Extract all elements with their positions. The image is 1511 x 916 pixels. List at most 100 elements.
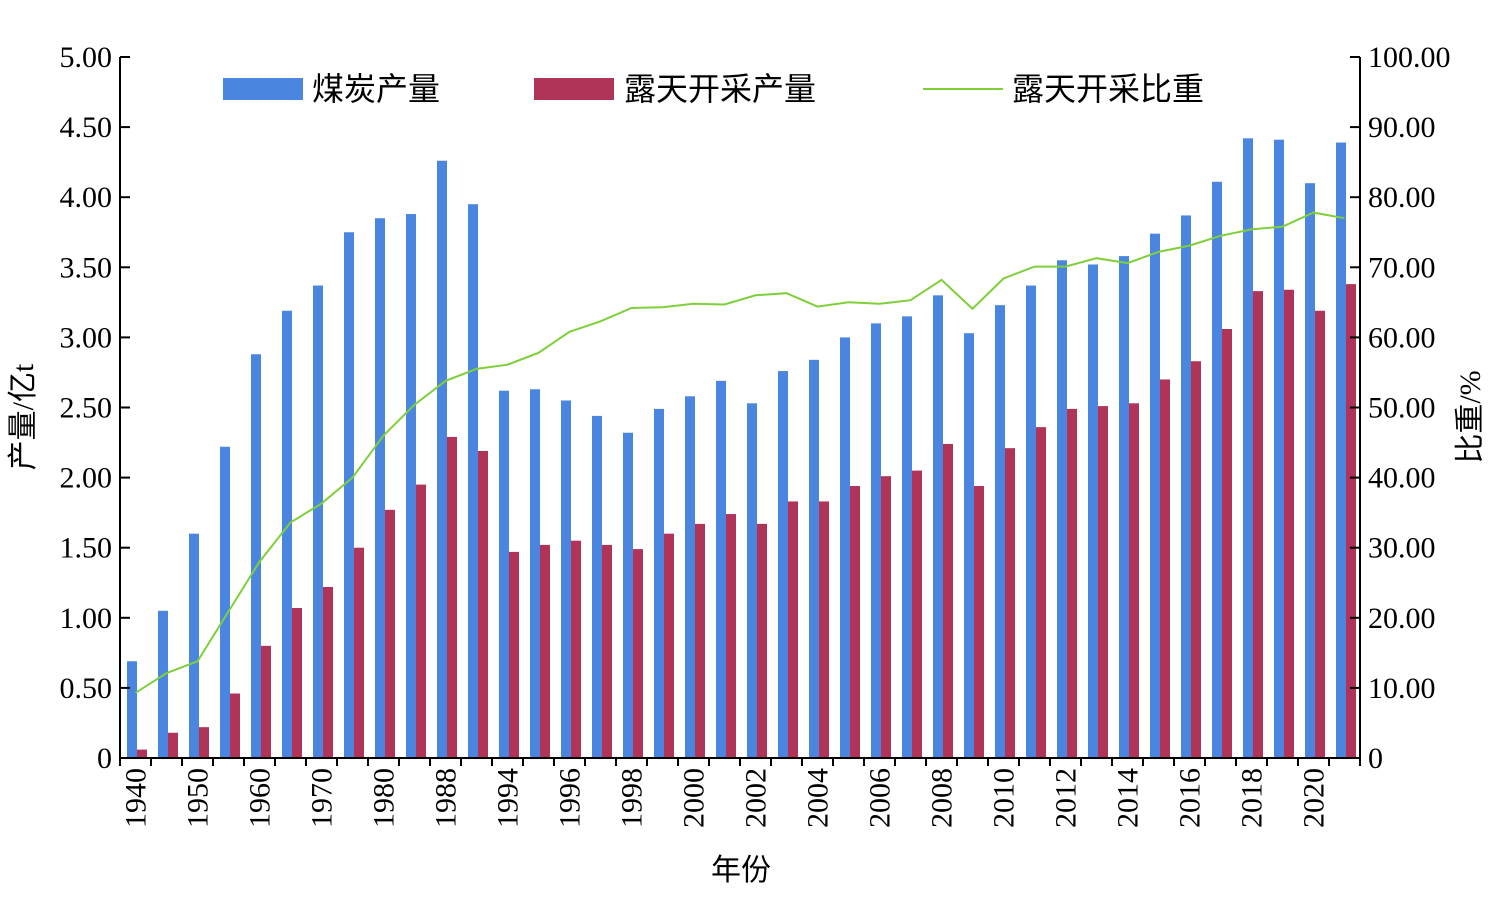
legend: 煤炭产量 露天开采产量 露天开采比重 bbox=[223, 71, 1204, 107]
legend-swatch-coal bbox=[223, 78, 303, 100]
x-tick-label: 2014 bbox=[1112, 768, 1145, 828]
bar-open-pit-1970 bbox=[323, 586, 333, 758]
bar-coal-1994 bbox=[499, 390, 509, 758]
bar-coal-1997 bbox=[592, 415, 602, 758]
bar-coal-1995 bbox=[530, 389, 540, 758]
y2-tick-label: 30.00 bbox=[1368, 532, 1436, 565]
bar-open-pit-2000 bbox=[695, 523, 705, 758]
y-tick-label: 0 bbox=[97, 742, 112, 775]
bar-coal-2010 bbox=[995, 305, 1005, 758]
x-tick-label: 2008 bbox=[926, 768, 959, 828]
y-tick-label: 3.50 bbox=[60, 251, 113, 284]
bar-open-pit-1945 bbox=[168, 732, 178, 758]
x-tick-label: 1950 bbox=[182, 768, 215, 828]
y-tick-label: 1.00 bbox=[60, 602, 113, 635]
y-tick-label: 5.00 bbox=[60, 41, 113, 74]
bar-coal-2004 bbox=[809, 359, 819, 758]
bar-open-pit-2018 bbox=[1253, 291, 1263, 758]
bar-coal-2006 bbox=[871, 323, 881, 758]
legend-label-open-pit: 露天开采产量 bbox=[624, 71, 816, 107]
bar-coal-2015 bbox=[1150, 233, 1160, 759]
bar-open-pit-1988 bbox=[447, 436, 457, 758]
y2-tick-label: 40.00 bbox=[1368, 462, 1436, 495]
x-tick-label: 2016 bbox=[1174, 768, 1207, 828]
bar-open-pit-1975 bbox=[354, 547, 364, 758]
bar-open-pit-2019 bbox=[1284, 289, 1294, 758]
y2-tick-label: 80.00 bbox=[1368, 181, 1436, 214]
bar-open-pit-1960 bbox=[261, 645, 271, 758]
legend-swatch-open-pit bbox=[534, 78, 614, 100]
bar-coal-2007 bbox=[902, 316, 912, 758]
y2-axis-label: 比重/% bbox=[1454, 370, 1487, 463]
legend-label-coal: 煤炭产量 bbox=[312, 71, 440, 107]
bar-open-pit-1996 bbox=[571, 540, 581, 758]
bar-open-pit-1999 bbox=[664, 533, 674, 758]
x-tick-label: 2004 bbox=[802, 768, 835, 828]
bar-coal-1940 bbox=[127, 661, 137, 758]
x-tick-label: 2018 bbox=[1236, 768, 1269, 828]
bar-coal-2001 bbox=[716, 380, 726, 758]
bar-open-pit-1980 bbox=[385, 509, 395, 758]
bar-open-pit-2005 bbox=[850, 486, 860, 758]
bar-open-pit-2008 bbox=[943, 443, 953, 758]
x-tick-label: 1994 bbox=[492, 768, 525, 828]
bar-coal-2016 bbox=[1181, 215, 1191, 758]
bar-open-pit-2016 bbox=[1191, 361, 1201, 758]
bar-coal-1990 bbox=[468, 204, 478, 758]
bar-coal-1996 bbox=[561, 400, 571, 758]
bar-open-pit-1994 bbox=[509, 551, 519, 758]
bar-open-pit-1990 bbox=[478, 450, 488, 758]
x-tick-label: 2010 bbox=[988, 768, 1021, 828]
y2-tick-label: 70.00 bbox=[1368, 251, 1436, 284]
x-tick-label: 1960 bbox=[244, 768, 277, 828]
legend-label-ratio: 露天开采比重 bbox=[1012, 71, 1204, 107]
bar-coal-2014 bbox=[1119, 256, 1129, 758]
y2-tick-label: 60.00 bbox=[1368, 321, 1436, 354]
bar-open-pit-1950 bbox=[199, 727, 209, 758]
y2-tick-label: 20.00 bbox=[1368, 602, 1436, 635]
bar-coal-1965 bbox=[282, 310, 292, 758]
bar-open-pit-2002 bbox=[757, 523, 767, 758]
bars-layer bbox=[127, 138, 1356, 759]
bar-open-pit-2014 bbox=[1129, 403, 1139, 758]
x-tick-label: 1998 bbox=[616, 768, 649, 828]
y-tick-label: 4.00 bbox=[60, 181, 113, 214]
bar-coal-2020 bbox=[1305, 183, 1315, 758]
bar-coal-1970 bbox=[313, 285, 323, 758]
bar-open-pit-1955 bbox=[230, 693, 240, 758]
bar-open-pit-2013 bbox=[1098, 406, 1108, 758]
bar-open-pit-2004 bbox=[819, 501, 829, 758]
series-line-露天开采比重 bbox=[134, 211, 1345, 694]
bar-coal-2011 bbox=[1026, 285, 1036, 758]
x-tick-label: 1980 bbox=[368, 768, 401, 828]
x-tick-label: 2020 bbox=[1298, 768, 1331, 828]
bar-open-pit-2003 bbox=[788, 501, 798, 758]
y-tick-label: 4.50 bbox=[60, 111, 113, 144]
bar-coal-1980 bbox=[375, 218, 385, 759]
bar-coal-2000 bbox=[685, 396, 695, 758]
x-tick-label: 1940 bbox=[120, 768, 153, 828]
bar-open-pit-2001 bbox=[726, 514, 736, 758]
bar-coal-1950 bbox=[189, 533, 199, 758]
bar-coal-2017 bbox=[1212, 181, 1222, 758]
bar-coal-2012 bbox=[1057, 260, 1067, 758]
y2-tick-label: 0 bbox=[1368, 742, 1383, 775]
bar-open-pit-2012 bbox=[1067, 408, 1077, 758]
bar-coal-1945 bbox=[158, 610, 168, 758]
y-tick-label: 2.50 bbox=[60, 392, 113, 425]
y-axis-label: 产量/亿t bbox=[7, 363, 40, 470]
bar-open-pit-2017 bbox=[1222, 328, 1232, 758]
x-tick-label: 2000 bbox=[678, 768, 711, 828]
bar-coal-2009 bbox=[964, 333, 974, 758]
bar-open-pit-2020 bbox=[1315, 310, 1325, 758]
bar-open-pit-2010 bbox=[1005, 448, 1015, 758]
bar-coal-1988 bbox=[437, 160, 447, 759]
x-tick-label: 1996 bbox=[554, 768, 587, 828]
y-tick-label: 3.00 bbox=[60, 321, 113, 354]
x-tick-label: 1970 bbox=[306, 768, 339, 828]
y-tick-label: 0.50 bbox=[60, 672, 113, 705]
y2-tick-label: 50.00 bbox=[1368, 392, 1436, 425]
x-tick-label: 2012 bbox=[1050, 768, 1083, 828]
bar-coal-2002 bbox=[747, 403, 757, 758]
y2-tick-label: 90.00 bbox=[1368, 111, 1436, 144]
